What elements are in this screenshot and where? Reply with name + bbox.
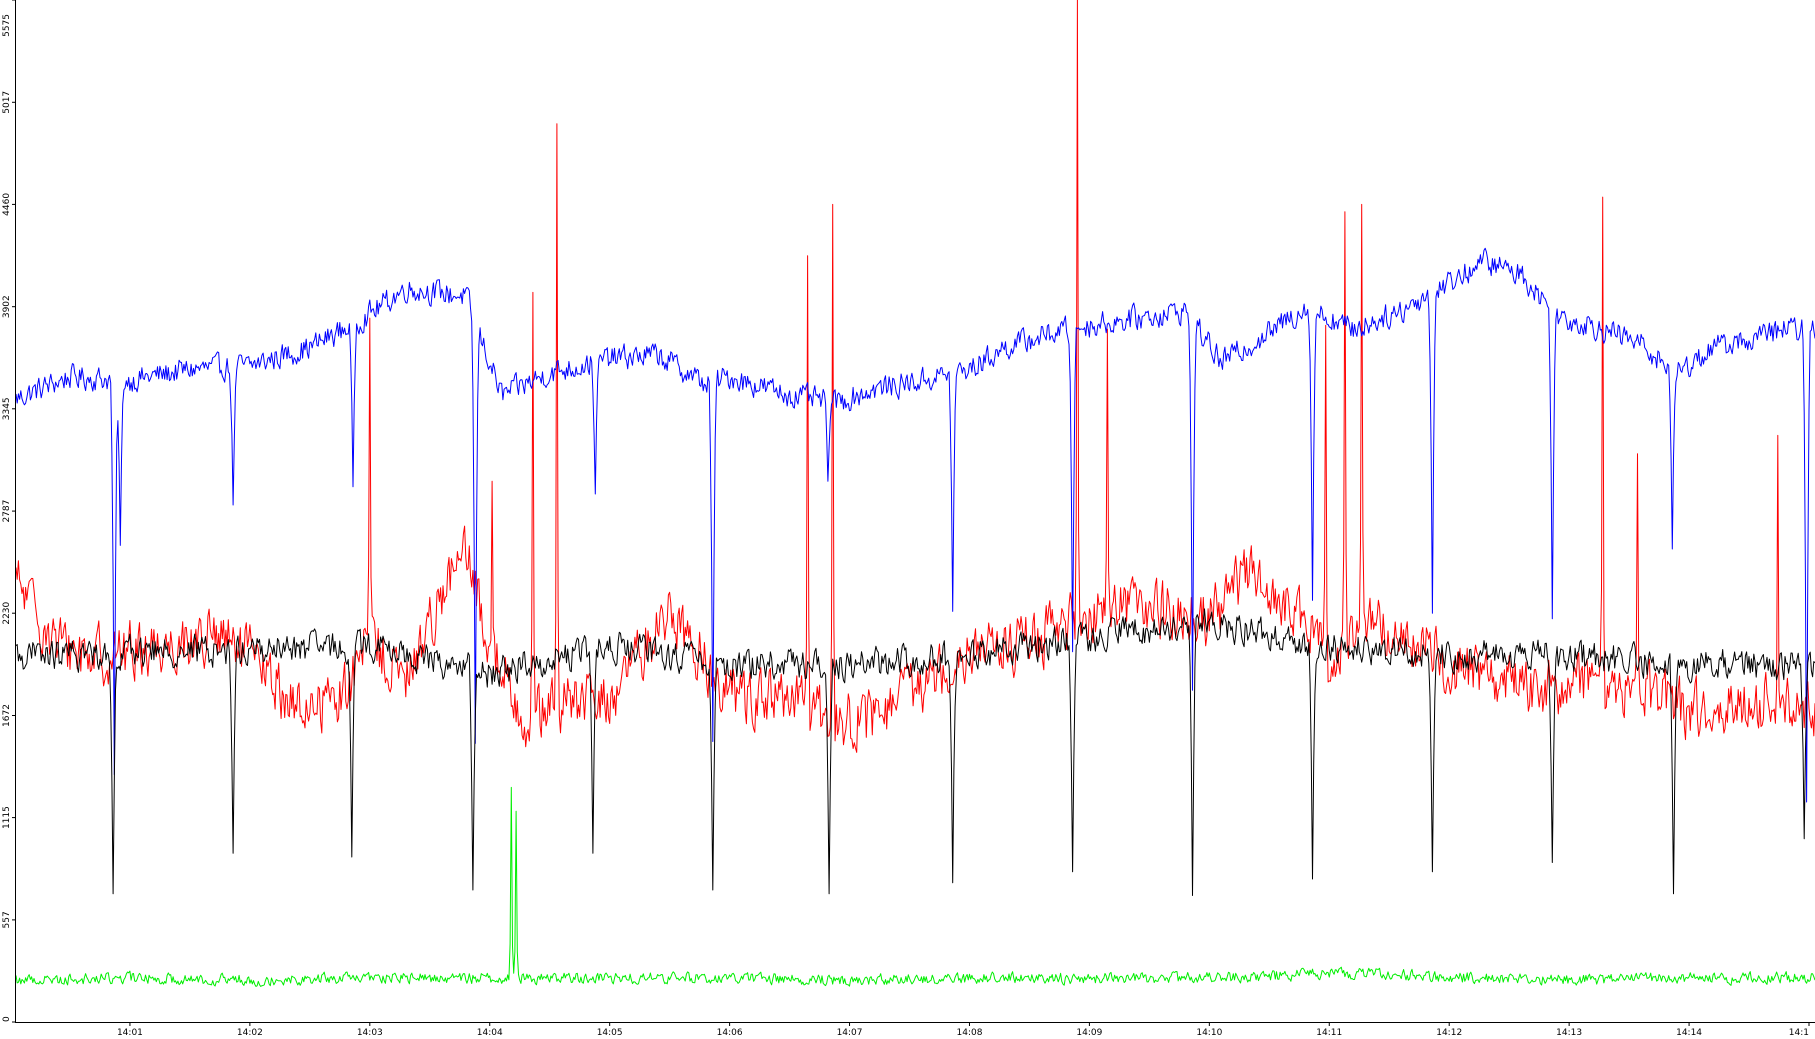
series-line xyxy=(15,247,1815,803)
x-tick-label: 14:05 xyxy=(597,1028,623,1038)
series-line xyxy=(15,608,1815,896)
y-tick-label: 5575 xyxy=(2,14,12,37)
x-tick-label: 14:01 xyxy=(117,1028,143,1038)
y-tick-label: 3902 xyxy=(2,295,12,318)
x-tick-label: 14:04 xyxy=(477,1028,503,1038)
x-tick-label: 14:09 xyxy=(1076,1028,1102,1038)
x-tick-label: 14:08 xyxy=(957,1028,983,1038)
x-tick-label: 14:03 xyxy=(357,1028,383,1038)
x-tick-label: 14:1 xyxy=(1789,1028,1809,1038)
y-tick-label: 557 xyxy=(2,911,12,928)
y-tick-label: 0 xyxy=(2,1016,12,1022)
y-tick-label: 2230 xyxy=(2,601,12,624)
y-tick-label: 1115 xyxy=(2,806,12,829)
x-tick-label: 14:13 xyxy=(1556,1028,1582,1038)
x-tick-label: 14:06 xyxy=(717,1028,743,1038)
x-axis: 14:01 14:02 14:03 14:04 14:05 14:06 14:07 14:08… xyxy=(117,1022,1810,1038)
y-axis: 0 557 1115 1672 2230 2787 3345 3902 4460 5017 5575 xyxy=(2,0,16,1023)
y-tick-label: 5017 xyxy=(2,91,12,114)
x-tick-label: 14:07 xyxy=(837,1028,863,1038)
series-line xyxy=(15,0,1815,753)
series-line xyxy=(15,786,1815,987)
y-tick-label: 2787 xyxy=(2,500,12,523)
y-tick-label: 3345 xyxy=(2,397,12,420)
x-tick-label: 14:14 xyxy=(1676,1028,1702,1038)
x-tick-label: 14:02 xyxy=(237,1028,263,1038)
x-tick-label: 14:11 xyxy=(1316,1028,1342,1038)
x-tick-label: 14:12 xyxy=(1436,1028,1462,1038)
x-tick-label: 14:10 xyxy=(1196,1028,1222,1038)
plot-area xyxy=(15,0,1815,987)
y-tick-label: 4460 xyxy=(2,193,12,216)
y-tick-label: 1672 xyxy=(2,704,12,727)
